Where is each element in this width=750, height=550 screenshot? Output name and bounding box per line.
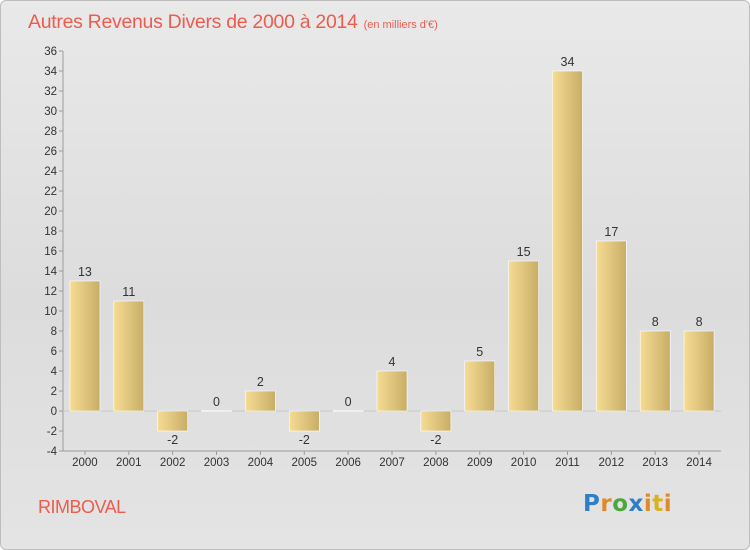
y-tick-label: -2	[47, 426, 57, 438]
data-label: 17	[604, 225, 618, 239]
commune-name: RIMBOVAL	[38, 497, 126, 517]
x-tick-label: 2001	[116, 457, 142, 469]
x-tick-label: 2012	[599, 457, 625, 469]
chart-title: Autres Revenus Divers de 2000 à 2014 (en …	[28, 11, 438, 34]
bar	[113, 300, 145, 412]
x-tick-label: 2011	[555, 457, 580, 469]
bar	[376, 370, 408, 412]
y-tick-label: 32	[44, 86, 57, 98]
data-label: 0	[213, 395, 220, 409]
bar	[332, 410, 364, 412]
y-tick-label: 8	[51, 326, 57, 338]
y-tick-label: 26	[44, 146, 57, 158]
data-label: 4	[389, 355, 396, 369]
chart-title-text: Autres Revenus Divers de 2000 à 2014	[28, 11, 358, 33]
bar	[288, 410, 320, 432]
x-tick-label: 2010	[511, 457, 537, 469]
bar	[639, 330, 671, 412]
data-label: -2	[430, 433, 441, 447]
data-label: 15	[517, 245, 531, 259]
x-tick-label: 2004	[248, 457, 274, 469]
y-tick-label: -4	[47, 446, 58, 458]
data-label: 5	[476, 345, 483, 359]
bar	[683, 330, 715, 412]
bar	[69, 280, 101, 412]
bar	[245, 390, 276, 412]
data-label: 11	[122, 285, 135, 299]
x-tick-label: 2003	[204, 457, 230, 469]
y-tick-label: 34	[44, 66, 57, 78]
data-label: 34	[561, 55, 575, 69]
y-tick-label: 4	[51, 366, 58, 378]
data-label: 2	[257, 375, 264, 389]
bar	[508, 260, 539, 412]
y-tick-label: 10	[44, 306, 57, 318]
data-label: 8	[652, 315, 659, 329]
data-label: -2	[299, 433, 310, 447]
data-label: 0	[345, 395, 352, 409]
proxiti-logo: Proxiti	[583, 491, 673, 517]
y-tick-label: 0	[51, 406, 57, 418]
x-tick-label: 2000	[72, 457, 98, 469]
y-tick-label: 2	[51, 386, 57, 398]
y-tick-label: 12	[44, 286, 57, 298]
y-tick-label: 24	[44, 166, 57, 178]
data-label: 8	[696, 315, 703, 329]
y-tick-label: 14	[44, 266, 57, 278]
y-tick-label: 36	[44, 46, 57, 58]
x-tick-label: 2014	[686, 457, 712, 469]
y-tick-label: 30	[44, 106, 57, 118]
y-tick-label: 16	[44, 246, 57, 258]
x-tick-label: 2008	[423, 457, 449, 469]
chart-unit: (en milliers d'€)	[363, 19, 438, 31]
data-label: -2	[167, 433, 178, 447]
x-tick-label: 2005	[291, 457, 317, 469]
bar	[464, 360, 496, 412]
y-tick-label: 6	[51, 346, 57, 358]
y-tick-label: 20	[44, 206, 57, 218]
data-label: 13	[78, 265, 92, 279]
x-tick-label: 2002	[160, 457, 186, 469]
bar	[420, 410, 452, 432]
bar	[157, 410, 188, 432]
bar	[596, 240, 627, 412]
y-tick-label: 22	[44, 186, 57, 198]
bar	[552, 70, 583, 412]
x-tick-label: 2006	[335, 457, 361, 469]
bar	[201, 410, 232, 412]
y-tick-label: 28	[44, 126, 57, 138]
y-tick-label: 18	[44, 226, 57, 238]
x-tick-label: 2009	[467, 457, 493, 469]
x-tick-label: 2013	[642, 457, 668, 469]
x-tick-label: 2007	[379, 457, 405, 469]
